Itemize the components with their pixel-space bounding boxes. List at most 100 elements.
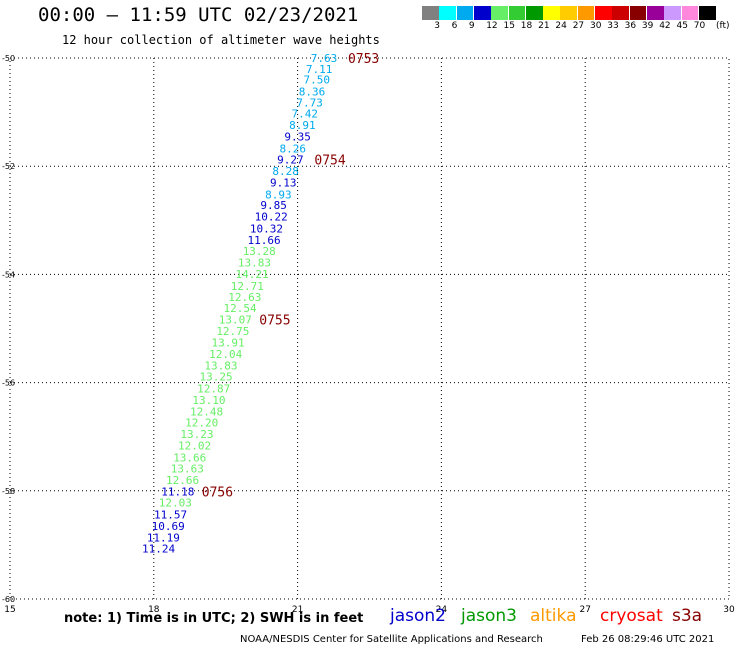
wave-height-label: 11.24 xyxy=(142,543,175,556)
legend-swatch xyxy=(698,6,716,20)
wave-height-label: 10.69 xyxy=(152,520,185,533)
wave-height-label: 12.63 xyxy=(228,291,261,304)
wave-height-label: 10.22 xyxy=(255,211,288,224)
time-mark-label: 0753 xyxy=(348,52,379,67)
satellite-label: altika xyxy=(530,606,577,626)
legend-swatch xyxy=(456,6,474,20)
legend-swatch xyxy=(577,6,595,20)
legend-swatch xyxy=(664,6,681,20)
wave-height-label: 13.10 xyxy=(192,394,225,407)
wave-height-label: 12.48 xyxy=(190,405,223,418)
legend-label: 30 xyxy=(590,21,602,31)
legend-unit-label: (ft) xyxy=(716,21,730,31)
x-tick-label: 30 xyxy=(723,605,735,615)
time-mark-label: 0755 xyxy=(259,313,290,328)
wave-height-label: 11.66 xyxy=(247,234,280,247)
legend-label: 36 xyxy=(624,21,637,31)
wave-height-label: 13.83 xyxy=(238,256,271,269)
y-tick-label: -56 xyxy=(2,379,15,388)
page-title: 00:00 – 11:59 UTC 02/23/2021 xyxy=(38,4,359,26)
wave-height-label: 9.27 xyxy=(277,154,304,167)
wave-height-label: 8.28 xyxy=(272,165,299,178)
x-tick-label: 21 xyxy=(292,605,303,615)
wave-height-label: 10.32 xyxy=(250,222,283,235)
satellite-label: jason3 xyxy=(461,606,517,626)
satellite-label: cryosat xyxy=(600,606,663,626)
points-layer: 7.637.117.508.367.737.428.919.358.269.27… xyxy=(142,52,337,556)
footer-note: note: 1) Time is in UTC; 2) SWH is in fe… xyxy=(64,611,364,626)
y-tick-label: -52 xyxy=(2,162,15,171)
legend-label: 12 xyxy=(486,21,498,31)
wave-height-label: 13.63 xyxy=(171,463,204,476)
legend-label: 21 xyxy=(538,21,550,31)
x-tick-label: 27 xyxy=(579,605,590,615)
legend-label: 70 xyxy=(693,21,706,31)
time-mark-label: 0754 xyxy=(314,154,345,169)
wave-height-label: 12.20 xyxy=(185,417,218,430)
legend-swatch xyxy=(681,6,699,20)
wave-height-label: 11.57 xyxy=(154,509,187,522)
legend-swatch xyxy=(422,6,439,20)
wave-height-label: 7.11 xyxy=(306,63,333,76)
wave-height-label: 12.02 xyxy=(178,439,211,452)
legend-label: 6 xyxy=(451,21,458,31)
wave-height-label: 7.50 xyxy=(304,74,331,87)
wave-height-label: 13.66 xyxy=(173,451,206,464)
wave-height-label: 8.26 xyxy=(280,142,307,155)
wave-height-label: 9.35 xyxy=(284,130,311,143)
x-tick-label: 24 xyxy=(436,605,448,615)
legend-swatch xyxy=(525,6,543,20)
legend-label: 39 xyxy=(641,21,654,31)
generated-timestamp: Feb 26 08:29:46 UTC 2021 xyxy=(581,634,715,645)
wave-height-label: 7.73 xyxy=(296,96,323,109)
legend-swatch xyxy=(646,6,664,20)
wave-height-label: 9.13 xyxy=(270,176,297,189)
y-tick-label: -50 xyxy=(2,54,15,63)
wave-height-label: 8.93 xyxy=(265,188,292,201)
legend-label: 18 xyxy=(520,21,533,31)
time-mark-label: 0756 xyxy=(202,485,233,500)
wave-height-label: 13.91 xyxy=(212,337,245,350)
legend-label: 24 xyxy=(555,21,567,31)
time-marks-layer: 0753 0754 0755 0756 xyxy=(202,52,380,500)
legend-label: 45 xyxy=(676,21,688,31)
legend-label: 3 xyxy=(434,21,441,31)
credit-text: NOAA/NESDIS Center for Satellite Applica… xyxy=(240,634,543,645)
wave-height-label: 13.23 xyxy=(180,428,213,441)
wave-height-label: 13.07 xyxy=(219,313,252,326)
legend-swatch xyxy=(508,6,526,20)
wave-height-label: 7.42 xyxy=(292,108,319,121)
wave-height-label: 7.63 xyxy=(311,52,338,65)
legend-swatch xyxy=(629,6,647,20)
wave-height-label: 12.75 xyxy=(216,325,249,338)
wave-height-label: 13.25 xyxy=(200,371,233,384)
wave-height-label: 14.21 xyxy=(236,268,269,281)
wave-height-label: 8.91 xyxy=(289,119,316,132)
legend-swatch xyxy=(612,6,630,20)
plot-frame xyxy=(9,57,730,600)
legend-swatch xyxy=(595,6,612,20)
wave-height-label: 12.66 xyxy=(166,474,199,487)
wave-height-label: 12.03 xyxy=(159,497,192,510)
x-tick-label: 15 xyxy=(4,605,15,615)
wave-height-label: 12.04 xyxy=(209,348,242,361)
legend-swatch xyxy=(473,6,491,20)
legend-label: 9 xyxy=(468,21,475,31)
legend-label: 42 xyxy=(659,21,671,31)
page-subtitle: 12 hour collection of altimeter wave hei… xyxy=(62,33,380,47)
satellite-label: jason2 xyxy=(390,606,446,626)
wave-height-label: 12.71 xyxy=(231,280,264,293)
wave-height-label: 11.18 xyxy=(161,485,194,498)
legend-label: 15 xyxy=(503,21,515,31)
y-tick-label: -60 xyxy=(2,595,15,604)
legend-swatch xyxy=(560,6,578,20)
legend-swatch xyxy=(439,6,457,20)
wave-height-label: 13.28 xyxy=(243,245,276,258)
wave-height-label: 11.19 xyxy=(147,531,180,544)
legend-swatch xyxy=(491,6,508,20)
wave-height-label: 12.54 xyxy=(224,302,257,315)
legend-label: 27 xyxy=(572,21,585,31)
satellite-label: s3a xyxy=(672,606,703,626)
y-tick-label: -58 xyxy=(2,487,15,496)
